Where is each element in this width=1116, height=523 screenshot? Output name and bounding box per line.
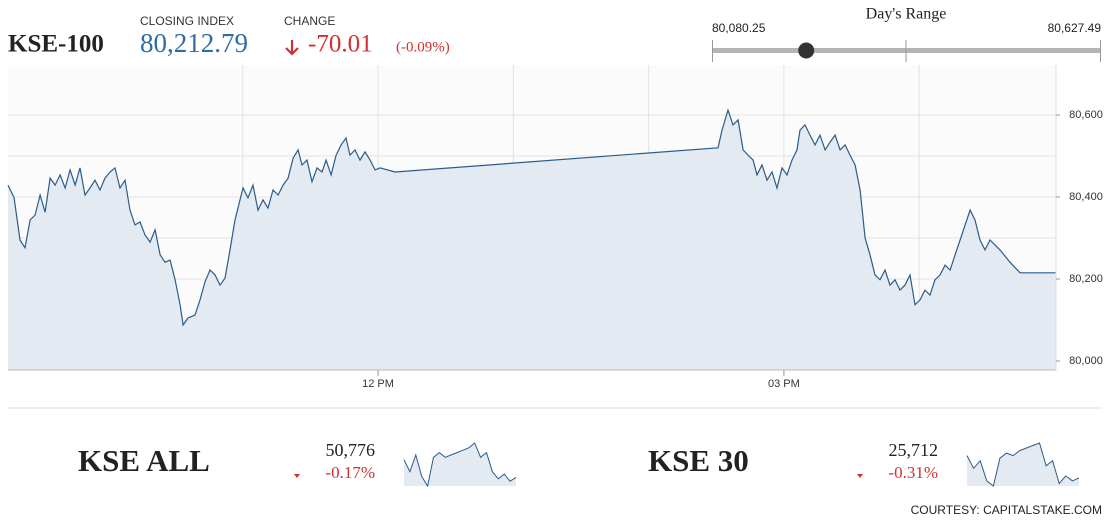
index-name: KSE 30 bbox=[648, 443, 749, 478]
index-name: KSE ALL bbox=[78, 443, 210, 478]
y-tick-label: 80,600 bbox=[1069, 109, 1103, 121]
index-name: KSE-100 bbox=[8, 31, 104, 58]
index-change: -0.31% bbox=[888, 463, 938, 482]
closing-value: 80,212.79 bbox=[140, 28, 248, 58]
closing-label: CLOSING INDEX bbox=[140, 14, 234, 28]
y-tick-label: 80,000 bbox=[1069, 355, 1103, 367]
sparkline-area bbox=[404, 443, 516, 486]
y-tick-label: 80,400 bbox=[1069, 191, 1103, 203]
x-tick-label: 03 PM bbox=[768, 378, 800, 390]
sparkline bbox=[403, 442, 517, 488]
change-value: -70.01 bbox=[308, 31, 373, 58]
change-pct: (-0.09%) bbox=[396, 39, 450, 55]
index-value: 50,776 bbox=[326, 440, 376, 460]
area bbox=[8, 110, 1056, 370]
x-tick-label: 12 PM bbox=[362, 378, 394, 390]
range-title: Day's Range bbox=[866, 6, 947, 23]
line bbox=[7, 108, 1056, 327]
y-tick-label: 80,200 bbox=[1069, 273, 1103, 285]
down-triangle bbox=[294, 474, 300, 478]
range-low: 80,080.25 bbox=[712, 21, 766, 35]
index-change: -0.17% bbox=[325, 463, 375, 482]
footer: COURTESY: CAPITALSTAKE.COM bbox=[911, 503, 1102, 517]
index-value: 25,712 bbox=[889, 440, 939, 460]
change-label: CHANGE bbox=[284, 14, 335, 28]
down-arrow bbox=[285, 40, 299, 56]
sparkline bbox=[966, 442, 1080, 487]
down-triangle bbox=[857, 474, 863, 478]
range-knob bbox=[798, 42, 815, 59]
range-high: 80,627.49 bbox=[1048, 21, 1102, 35]
sparkline-area bbox=[967, 443, 1079, 486]
